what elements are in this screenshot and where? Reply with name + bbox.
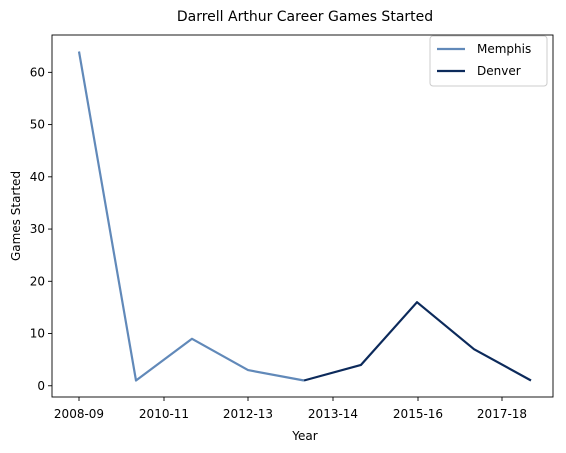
legend: Memphis Denver (429, 35, 548, 87)
series-line-memphis (77, 51, 305, 382)
x-tick-label: 2013-14 (308, 407, 358, 421)
data-marks (77, 51, 532, 382)
y-tick-label: 30 (30, 222, 45, 236)
axes-frame (51, 34, 554, 398)
series-line-denver (303, 301, 532, 382)
x-tick-label: 2017-18 (477, 407, 527, 421)
x-tick-label: 2008-09 (54, 407, 104, 421)
y-tick-label: 10 (30, 327, 45, 341)
y-tick-label: 40 (30, 170, 45, 184)
x-tick-label: 2010-11 (139, 407, 189, 421)
y-axis-label: Games Started (9, 171, 23, 261)
y-tick-label: 50 (30, 118, 45, 132)
x-tick-label: 2015-16 (393, 407, 443, 421)
plot-area (52, 35, 553, 397)
x-axis-label: Year (291, 429, 317, 443)
x-tick-label: 2012-13 (223, 407, 273, 421)
y-tick-label: 20 (30, 274, 45, 288)
y-tick-label: 0 (37, 379, 45, 393)
chart-title: Darrell Arthur Career Games Started (177, 9, 433, 25)
legend-label-memphis: Memphis (477, 42, 531, 56)
axes: 0 10 20 30 40 50 60 2008-09 2010-11 2012-13 2013-1… (30, 34, 554, 421)
y-tick-label: 60 (30, 65, 45, 79)
legend-label-denver: Denver (477, 64, 521, 78)
